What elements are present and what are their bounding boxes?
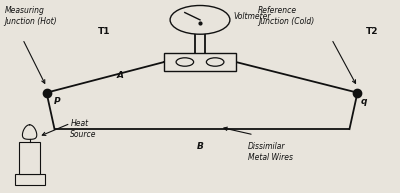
Text: T1: T1: [98, 27, 111, 36]
Circle shape: [176, 58, 194, 66]
Text: Measuring
Junction (Hot): Measuring Junction (Hot): [5, 6, 57, 26]
Bar: [164, 53, 236, 71]
Text: P: P: [54, 96, 60, 106]
Text: Reference
Junction (Cold): Reference Junction (Cold): [258, 6, 314, 26]
Bar: [20, 141, 40, 174]
Text: Dissimilar
Metal Wires: Dissimilar Metal Wires: [248, 142, 293, 162]
Text: Heat
Source: Heat Source: [70, 119, 97, 139]
Circle shape: [170, 5, 230, 34]
Text: Voltmeter: Voltmeter: [234, 12, 271, 20]
Text: T2: T2: [366, 27, 378, 36]
Bar: [15, 174, 44, 185]
Text: q: q: [361, 96, 367, 106]
Circle shape: [206, 58, 224, 66]
Text: A: A: [117, 71, 124, 80]
Text: B: B: [196, 142, 204, 151]
